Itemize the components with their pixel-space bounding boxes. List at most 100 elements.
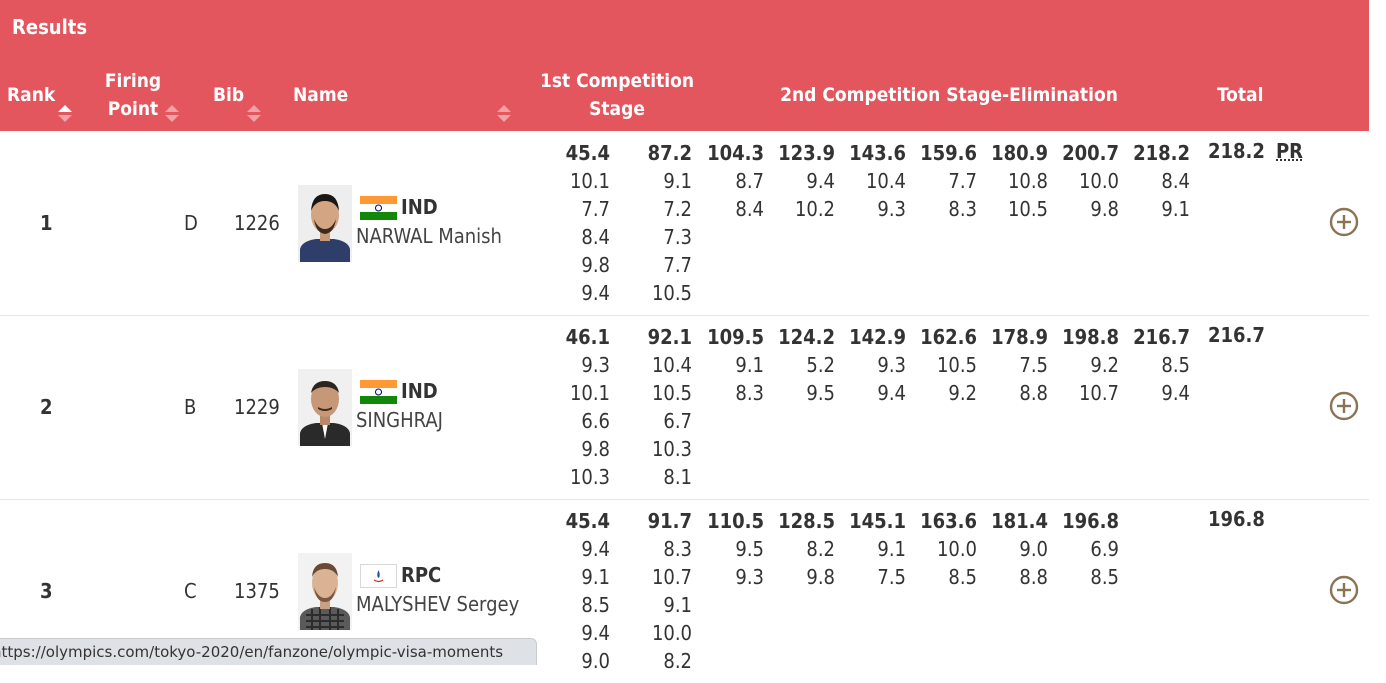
india-flag-icon (360, 196, 397, 220)
shot-value: 9.4 (1161, 381, 1190, 405)
series-sum: 159.6 (920, 141, 977, 165)
india-flag-icon (360, 380, 397, 404)
shot-value: 6.7 (663, 409, 692, 433)
shot-value: 9.4 (581, 537, 610, 561)
link-preview-statusbar: https://olympics.com/tokyo-2020/en/fanzo… (0, 638, 537, 665)
shot-value: 9.1 (1161, 197, 1190, 221)
shot-value: 10.0 (936, 537, 977, 561)
stage2-series-1: 109.5 9.1 8.3 (704, 323, 764, 407)
shot-value: 6.9 (1090, 537, 1119, 561)
stage2-series-2: 124.2 5.2 9.5 (775, 323, 835, 407)
series-sum: 181.4 (991, 509, 1048, 533)
record-badge[interactable]: PR (1276, 139, 1304, 163)
result-row: 3 C 1375 RPC MALYSHEV Sergey 45.4 9.4 9.… (0, 499, 1369, 683)
shot-value: 8.4 (735, 197, 764, 221)
column-header-bib[interactable]: Bib (213, 81, 244, 109)
column-header-rank[interactable]: Rank (7, 81, 55, 109)
series-sum: 142.9 (849, 325, 906, 349)
expand-plus-icon[interactable] (1329, 391, 1359, 421)
total-score: 196.8 (1208, 507, 1265, 531)
series-sum: 198.8 (1062, 325, 1119, 349)
series-sum: 180.9 (991, 141, 1048, 165)
shot-value: 9.1 (663, 593, 692, 617)
athlete-name[interactable]: NARWAL Manish (356, 224, 502, 248)
rank-value: 3 (40, 579, 53, 603)
shot-value: 10.8 (1007, 169, 1048, 193)
shot-value: 10.4 (865, 169, 906, 193)
series-sum: 216.7 (1133, 325, 1190, 349)
expand-plus-icon[interactable] (1329, 575, 1359, 605)
stage2-series-7: 216.7 8.5 9.4 (1130, 323, 1190, 407)
shot-value: 10.0 (1078, 169, 1119, 193)
bib-value: 1229 (234, 395, 280, 419)
shot-value: 8.1 (663, 465, 692, 489)
shot-value: 5.2 (806, 353, 835, 377)
stage2-series-2: 123.9 9.4 10.2 (775, 139, 835, 223)
shot-value: 10.5 (651, 381, 692, 405)
page-scrollbar[interactable] (1369, 0, 1386, 664)
shot-value: 7.2 (663, 197, 692, 221)
shot-value: 9.2 (1090, 353, 1119, 377)
shot-value: 6.6 (581, 409, 610, 433)
stage2-series-6: 196.8 6.9 8.5 (1059, 507, 1119, 591)
series-sum: 196.8 (1062, 509, 1119, 533)
total-score: 218.2 (1208, 139, 1265, 163)
shot-value: 9.1 (735, 353, 764, 377)
column-header-name[interactable]: Name (293, 81, 348, 109)
athlete-photo (298, 369, 352, 446)
stage2-series-1: 110.5 9.5 9.3 (704, 507, 764, 591)
column-header-stage1: 1st Competition Stage (537, 67, 697, 123)
shot-value: 10.3 (569, 465, 610, 489)
shot-value: 10.0 (651, 621, 692, 645)
total-label: Total (1217, 84, 1264, 106)
shot-value: 9.4 (806, 169, 835, 193)
stage1-series-1: 45.4 10.1 7.7 8.4 9.8 9.4 (560, 139, 610, 307)
shot-value: 8.3 (735, 381, 764, 405)
series-sum: 109.5 (707, 325, 764, 349)
result-row: 1 D 1226 IND NARWAL Manish 45.4 10.1 7.7… (0, 131, 1369, 316)
series-sum: 87.2 (647, 141, 692, 165)
expand-plus-icon[interactable] (1329, 207, 1359, 237)
shot-value: 9.3 (877, 353, 906, 377)
shot-value: 9.2 (948, 381, 977, 405)
shot-value: 7.7 (663, 253, 692, 277)
column-header-firing-point[interactable]: Firing Point (100, 67, 166, 123)
noc-code: IND (401, 195, 438, 219)
stage2-series-2: 128.5 8.2 9.8 (775, 507, 835, 591)
shot-value: 9.8 (581, 437, 610, 461)
stage1-series-1: 45.4 9.4 9.1 8.5 9.4 9.0 (560, 507, 610, 675)
stage2-label: 2nd Competition Stage-Elimination (780, 84, 1118, 106)
shot-value: 8.3 (663, 537, 692, 561)
firing-point-value: C (184, 579, 197, 603)
shot-value: 8.8 (1019, 381, 1048, 405)
series-sum: 124.2 (778, 325, 835, 349)
shot-value: 7.5 (1019, 353, 1048, 377)
athlete-name[interactable]: MALYSHEV Sergey (356, 592, 520, 616)
series-sum: 92.1 (647, 325, 692, 349)
bib-value: 1226 (234, 211, 280, 235)
shot-value: 10.1 (569, 381, 610, 405)
shot-value: 9.0 (581, 649, 610, 673)
firing-point-value: D (184, 211, 198, 235)
shot-value: 9.1 (663, 169, 692, 193)
stage2-series-5: 180.9 10.8 10.5 (988, 139, 1048, 223)
shot-value: 8.5 (948, 565, 977, 589)
shot-value: 9.8 (1090, 197, 1119, 221)
stage2-series-5: 181.4 9.0 8.8 (988, 507, 1048, 591)
shot-value: 8.5 (581, 593, 610, 617)
series-sum: 123.9 (778, 141, 835, 165)
shot-value: 9.8 (806, 565, 835, 589)
athlete-name[interactable]: SINGHRAJ (356, 408, 443, 432)
stage1-series-1: 46.1 9.3 10.1 6.6 9.8 10.3 (560, 323, 610, 491)
shot-value: 10.5 (1007, 197, 1048, 221)
series-sum: 178.9 (991, 325, 1048, 349)
shot-value: 8.7 (735, 169, 764, 193)
series-sum: 163.6 (920, 509, 977, 533)
shot-value: 10.7 (651, 565, 692, 589)
stage2-series-3: 142.9 9.3 9.4 (846, 323, 906, 407)
shot-value: 8.8 (1019, 565, 1048, 589)
series-sum: 110.5 (707, 509, 764, 533)
series-sum: 128.5 (778, 509, 835, 533)
shot-value: 9.5 (806, 381, 835, 405)
series-sum: 162.6 (920, 325, 977, 349)
